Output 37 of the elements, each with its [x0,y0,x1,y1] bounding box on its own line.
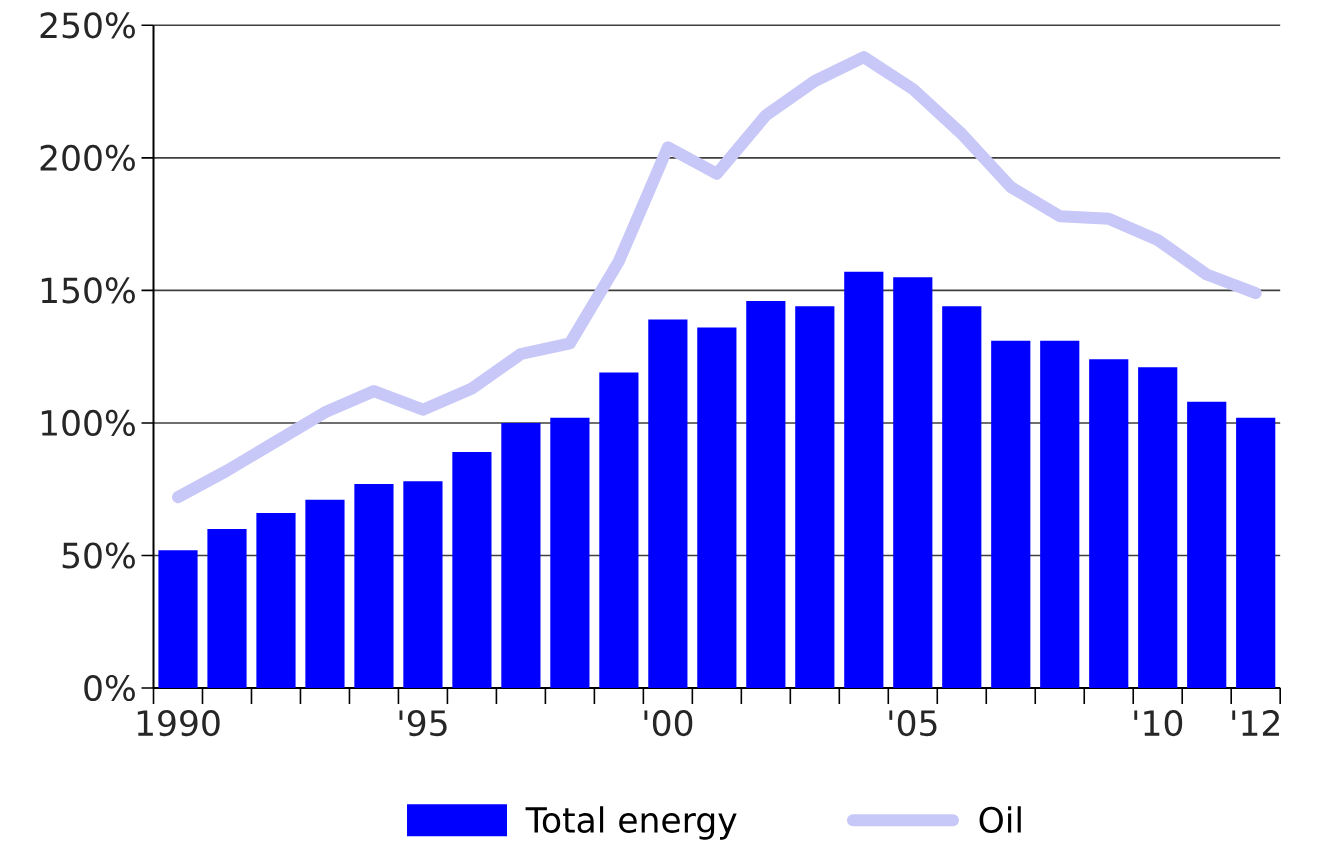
bar [599,372,639,688]
y-tick-label: 100% [41,409,135,436]
bar [844,271,884,688]
bar [1040,340,1080,688]
x-tick-label: '05 [889,710,937,737]
x-tick-label: 1990 [137,710,220,737]
legend-label: Oil [979,806,1021,833]
bar [991,340,1031,688]
bar [305,499,345,688]
bar [795,306,835,688]
bar [697,327,737,688]
y-tick-label: 0% [84,674,135,702]
bar [158,550,198,688]
x-tick-label: '12 [1232,710,1279,736]
bar [893,277,933,688]
bar [746,301,786,688]
bar [256,513,296,688]
bar [354,483,394,688]
y-tick-label: 200% [40,144,135,171]
x-tick-label: '00 [644,710,693,737]
bar [1236,417,1276,688]
bar [648,319,688,688]
bar [207,528,247,688]
bar [1089,359,1129,688]
legend-label: Total energy [525,806,737,840]
x-tick-label: '10 [1134,710,1183,737]
y-tick-label: 50% [62,542,135,569]
bar [550,417,590,688]
bar [403,481,443,688]
bar [501,422,541,688]
y-tick-label: 150% [41,277,135,304]
bar [1138,367,1178,688]
bar [1187,401,1227,688]
bar [942,306,982,688]
y-tick-label: 250% [40,12,135,39]
x-tick-label: '95 [399,710,447,737]
bar [452,452,492,688]
